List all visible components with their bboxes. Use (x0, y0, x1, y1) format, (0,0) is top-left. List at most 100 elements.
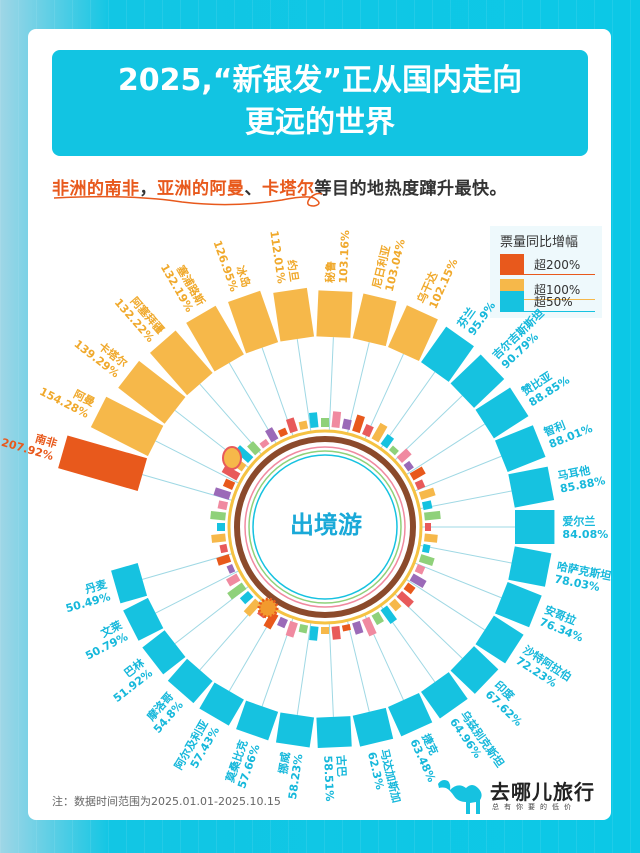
radial-bar (388, 305, 438, 361)
radial-bar (475, 615, 524, 664)
skyline-building-icon (424, 510, 441, 521)
subtitle-sep-1: ， (139, 179, 157, 199)
skyline-building-icon (285, 417, 298, 434)
bar-label: 摩洛哥54.8% (140, 689, 185, 736)
skyline-building-icon (371, 422, 388, 443)
brand-logo: 去哪儿旅行 总有你要的低价 (436, 776, 606, 816)
bar-label: 吉尔吉斯斯坦90.79% (489, 306, 555, 371)
radial-bar (450, 646, 499, 694)
skyline-building-icon (418, 554, 435, 567)
bar-label: 尼日利亚103.04% (369, 235, 408, 293)
legend-swatch-blue (500, 291, 524, 311)
skyline-building-icon (210, 511, 226, 521)
skyline-building-icon (380, 605, 398, 625)
bar-label: 沙特阿拉伯72.23% (514, 642, 575, 694)
bar-label: 卡塔尔139.29% (71, 326, 130, 380)
legend-swatch-red (500, 254, 524, 274)
bar-label: 乌兹别克斯坦64.96% (447, 708, 507, 777)
radial-bar (352, 293, 397, 347)
bar-label: 南非207.92% (0, 422, 59, 463)
skyline-building-icon (298, 420, 309, 431)
skyline-building-icon (217, 523, 225, 531)
bar-label: 丹麦50.49% (60, 576, 112, 615)
radial-bar (199, 682, 244, 726)
skyline-building-icon (421, 500, 433, 511)
legend-label: 超100% (534, 283, 581, 297)
bar-label: 爱尔兰 84.08% (562, 514, 608, 541)
skyline-building-icon (239, 590, 254, 605)
radial-bar (275, 712, 315, 748)
bar-label: 马达加斯加62.3% (365, 747, 404, 807)
sun-icon (257, 597, 279, 619)
radial-bar (123, 597, 164, 641)
subtitle-highlight-3: 卡塔尔 (262, 179, 315, 199)
radial-bar (273, 287, 315, 342)
radial-bar (118, 360, 186, 424)
skyline-building-icon (362, 423, 374, 438)
bar-label: 阿塞拜疆132.22% (112, 287, 168, 345)
skyline-building-icon (219, 543, 229, 554)
radial-bar (167, 658, 213, 704)
skyline-building-icon (285, 620, 298, 638)
skyline-building-icon (265, 427, 279, 443)
skyline-building-icon (421, 543, 431, 554)
radial-bar (475, 387, 529, 439)
skyline-building-icon (371, 611, 384, 626)
legend-item-red: 超200% (500, 254, 595, 275)
legend-item-blue-row: 超50% (500, 291, 595, 312)
bar-label: 文莱50.79% (77, 618, 130, 663)
skyline-building-icon (277, 427, 288, 438)
skyline-building-icon (380, 434, 395, 449)
skyline-building-icon (388, 445, 399, 456)
skyline-building-icon (247, 441, 262, 456)
subtitle-rest: 等目的地热度蹿升最快。 (314, 179, 507, 199)
radial-bar (228, 290, 279, 354)
skyline-building-icon (424, 533, 438, 543)
bar-label: 约旦112.01% (267, 228, 302, 285)
center-ring (244, 446, 406, 608)
radial-bar (316, 716, 352, 749)
skyline-building-icon (409, 573, 427, 588)
bar-label: 乌干达102.15% (414, 251, 461, 311)
radial-bar (421, 672, 468, 719)
skyline-building-icon (227, 582, 247, 600)
skyline-building-icon (211, 533, 226, 543)
skyline-building-icon (352, 414, 365, 434)
legend-underline (500, 299, 595, 300)
radial-bar (508, 466, 555, 508)
bar-label: 智利88.01% (542, 409, 595, 451)
skyline-building-icon (213, 487, 232, 500)
center-ring (248, 450, 402, 604)
bar-label: 阿曼154.28% (37, 373, 97, 421)
skyline-building-icon (243, 598, 262, 617)
skyline-building-icon (217, 500, 229, 511)
skyline-building-icon (341, 623, 351, 632)
radial-bar (186, 305, 244, 372)
radial-bar (316, 290, 353, 338)
skyline-building-icon (321, 418, 329, 427)
skyline-building-icon (403, 582, 416, 595)
center-label: 出境游 (290, 511, 362, 539)
page-title: 2025,“新银发”正从国内走向 更远的世界 (52, 50, 588, 156)
bar-label: 莫桑比克57.66% (222, 738, 263, 790)
center-ring (227, 429, 423, 625)
subtitle-sep-2: 、 (244, 179, 262, 199)
skyline-building-icon (234, 445, 254, 464)
camel-icon (438, 780, 482, 814)
skyline-building-icon (409, 466, 426, 481)
radial-bar (352, 707, 394, 747)
skyline-building-icon (263, 611, 279, 630)
swoosh-underline-icon (53, 192, 323, 207)
radial-bar (515, 510, 555, 544)
center-ring (252, 454, 398, 600)
skyline-building-icon (259, 438, 270, 449)
skyline-building-icon (321, 627, 329, 634)
legend-title: 票量同比增幅 (500, 235, 579, 250)
legend-underline (500, 274, 595, 275)
title-line-2: 更远的世界 (245, 105, 395, 140)
subtitle-highlight-1: 非洲的南非 (52, 179, 140, 199)
skyline-building-icon (309, 626, 319, 641)
radial-bar (494, 581, 542, 628)
radial-bar (494, 425, 546, 473)
